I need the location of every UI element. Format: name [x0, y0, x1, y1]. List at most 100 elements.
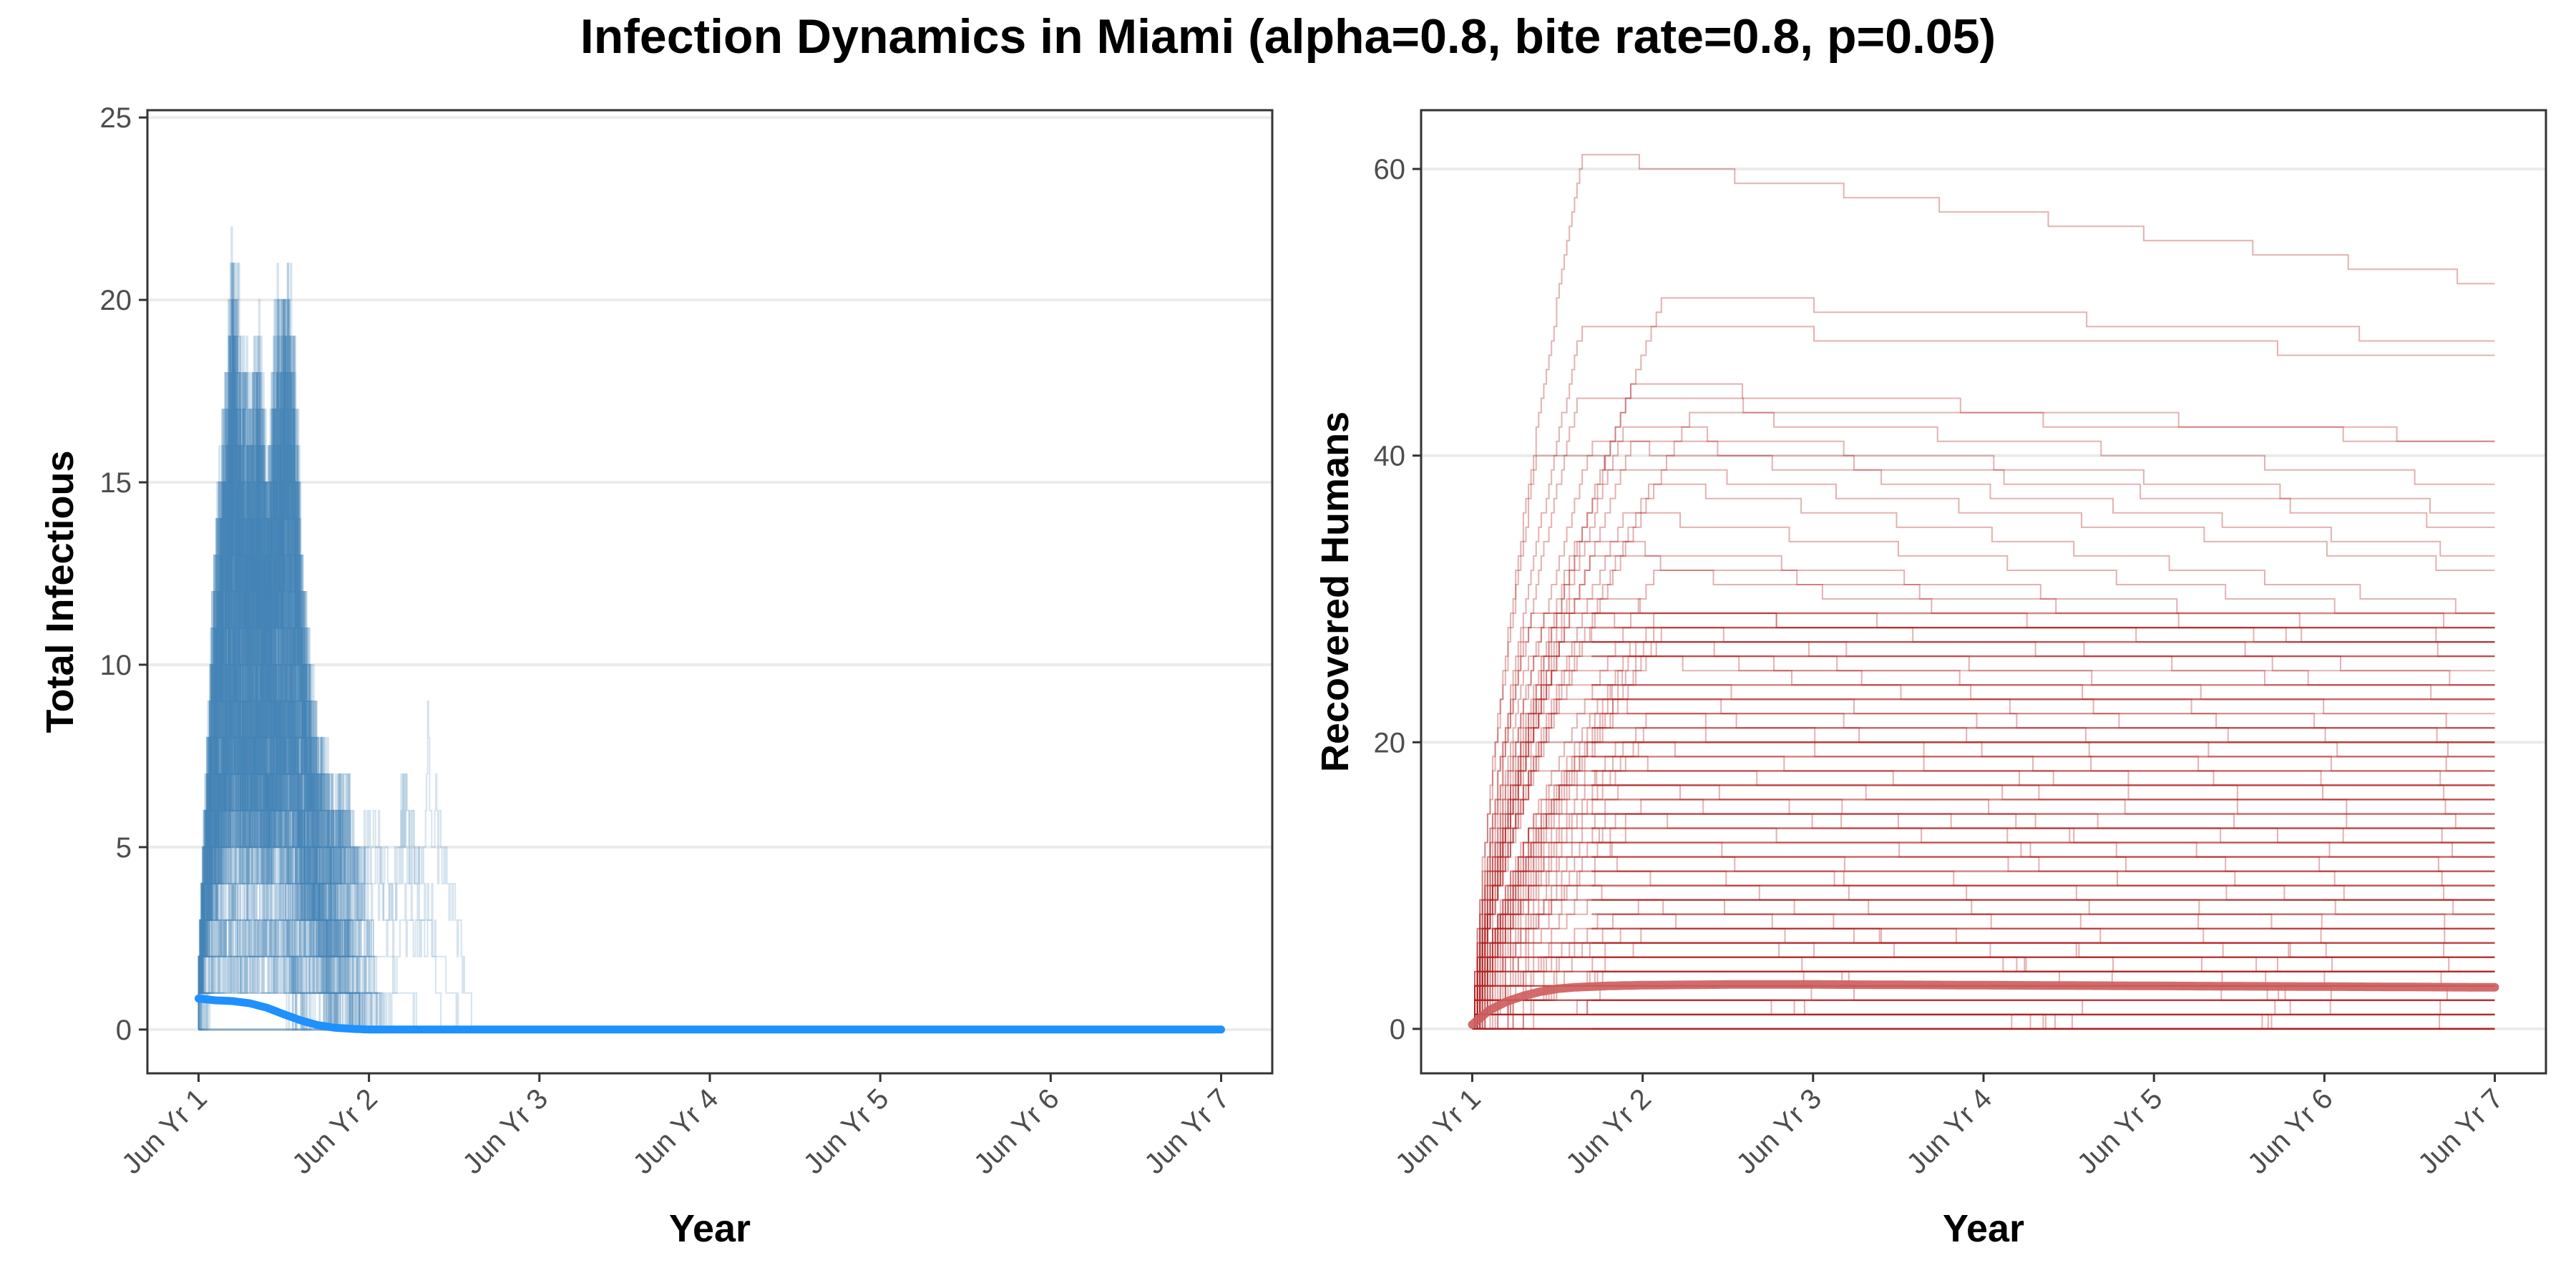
simulation-run-line	[197, 372, 349, 1030]
figure-title: Infection Dynamics in Miami (alpha=0.8, …	[580, 9, 1996, 64]
simulation-run-line	[1472, 884, 2495, 1030]
simulation-run-line	[197, 555, 364, 1030]
simulation-run-line	[197, 372, 381, 1030]
simulation-run-line	[197, 701, 384, 1030]
y-tick-label: 60	[1374, 154, 1406, 185]
data-layer	[1468, 154, 2499, 1030]
simulation-run-line	[197, 336, 338, 1030]
simulation-run-line	[1472, 727, 2495, 1030]
simulation-run-line	[1472, 770, 2495, 1030]
simulation-run-line	[197, 773, 327, 1030]
simulation-run-line	[197, 336, 338, 1030]
data-layer	[195, 226, 1225, 1034]
simulation-run-line	[197, 336, 366, 1030]
simulation-run-line	[197, 263, 360, 1030]
simulation-run-line	[1472, 670, 2495, 1030]
simulation-run-line	[1472, 440, 2495, 1030]
simulation-run-line	[1472, 397, 2495, 1030]
simulation-run-line	[197, 628, 306, 1030]
simulation-run-line	[1472, 512, 2495, 1030]
simulation-run-line	[1472, 440, 2495, 1030]
simulation-run-line	[197, 701, 341, 1030]
simulation-run-line	[197, 664, 358, 1030]
simulation-run-line	[1472, 841, 2495, 1030]
panel-background	[1421, 110, 2546, 1073]
simulation-run-line	[1472, 655, 2495, 1030]
simulation-run-line	[1472, 326, 2495, 1030]
y-axis-title: Total Infectious	[39, 450, 82, 733]
simulation-run-line	[197, 482, 323, 1030]
mean-trajectory-line	[1468, 980, 2499, 1029]
simulation-run-line	[197, 628, 364, 1030]
simulation-run-line	[198, 736, 330, 1030]
simulation-run-line	[197, 482, 315, 1030]
simulation-run-line	[197, 628, 303, 1030]
simulation-run-line	[1472, 698, 2495, 1030]
simulation-run-line	[198, 736, 362, 1030]
simulation-run-line	[197, 736, 383, 1030]
simulation-run-line	[198, 955, 350, 1030]
simulation-run-line	[198, 846, 359, 1030]
simulation-run-line	[1472, 784, 2495, 1030]
simulation-run-line	[197, 628, 343, 1030]
simulation-run-line	[197, 299, 349, 1030]
simulation-run-line	[1472, 641, 2495, 1030]
simulation-run-line	[197, 263, 357, 1030]
simulation-run-line	[197, 263, 303, 1030]
simulation-run-line	[197, 664, 349, 1030]
simulation-run-line	[1472, 927, 2495, 1030]
simulation-run-line	[197, 555, 364, 1030]
simulation-run-line	[1472, 613, 2495, 1030]
simulation-run-line	[1472, 627, 2495, 1030]
simulation-run-line	[1472, 813, 2495, 1030]
simulation-run-line	[198, 846, 384, 1030]
simulation-run-line	[1472, 713, 2495, 1030]
simulation-run-line	[197, 628, 358, 1030]
simulation-run-line	[1472, 942, 2495, 1030]
simulation-run-line	[197, 299, 311, 1030]
simulation-run-line	[197, 591, 366, 1030]
simulation-run-line	[1472, 856, 2495, 1030]
simulation-run-line	[197, 263, 386, 1030]
simulation-run-line	[197, 773, 362, 1030]
simulation-run-line	[197, 664, 334, 1030]
simulation-run-line	[1472, 154, 2495, 1030]
simulation-run-line	[197, 263, 351, 1030]
simulation-run-line	[1472, 570, 2495, 1030]
simulation-run-line	[197, 628, 383, 1030]
simulation-run-line	[197, 628, 326, 1030]
simulation-run-line	[1472, 899, 2495, 1030]
simulation-run-line	[1472, 426, 2495, 1030]
simulation-run-line	[197, 482, 340, 1030]
simulation-run-line	[197, 664, 342, 1030]
simulation-run-line	[1472, 741, 2495, 1030]
simulation-run-line	[197, 409, 297, 1030]
simulation-run-line	[197, 299, 361, 1030]
y-tick-label: 15	[100, 467, 132, 499]
simulation-run-line	[197, 372, 328, 1030]
simulation-run-line	[198, 955, 380, 1030]
simulation-run-line	[1472, 741, 2495, 1030]
simulation-run-line	[197, 299, 367, 1030]
simulation-run-line	[1472, 411, 2495, 1030]
simulation-run-line	[198, 955, 299, 1030]
simulation-run-line	[1472, 641, 2495, 1030]
x-axis-title: Year	[669, 1207, 751, 1250]
simulation-run-line	[197, 628, 297, 1030]
simulation-run-line	[197, 445, 308, 1030]
simulation-run-line	[197, 555, 346, 1030]
y-tick-label: 25	[100, 102, 132, 134]
simulation-run-line	[197, 409, 356, 1030]
x-axis-title: Year	[1943, 1207, 2024, 1250]
simulation-run-line	[198, 882, 297, 1030]
simulation-run-line	[197, 299, 374, 1030]
y-axis-title: Recovered Humans	[1314, 411, 1357, 772]
simulation-run-line	[197, 555, 308, 1030]
simulation-run-line	[1472, 454, 2495, 1030]
simulation-run-line	[1472, 598, 2495, 1030]
simulation-run-line	[198, 736, 311, 1030]
simulation-run-line	[197, 664, 358, 1030]
